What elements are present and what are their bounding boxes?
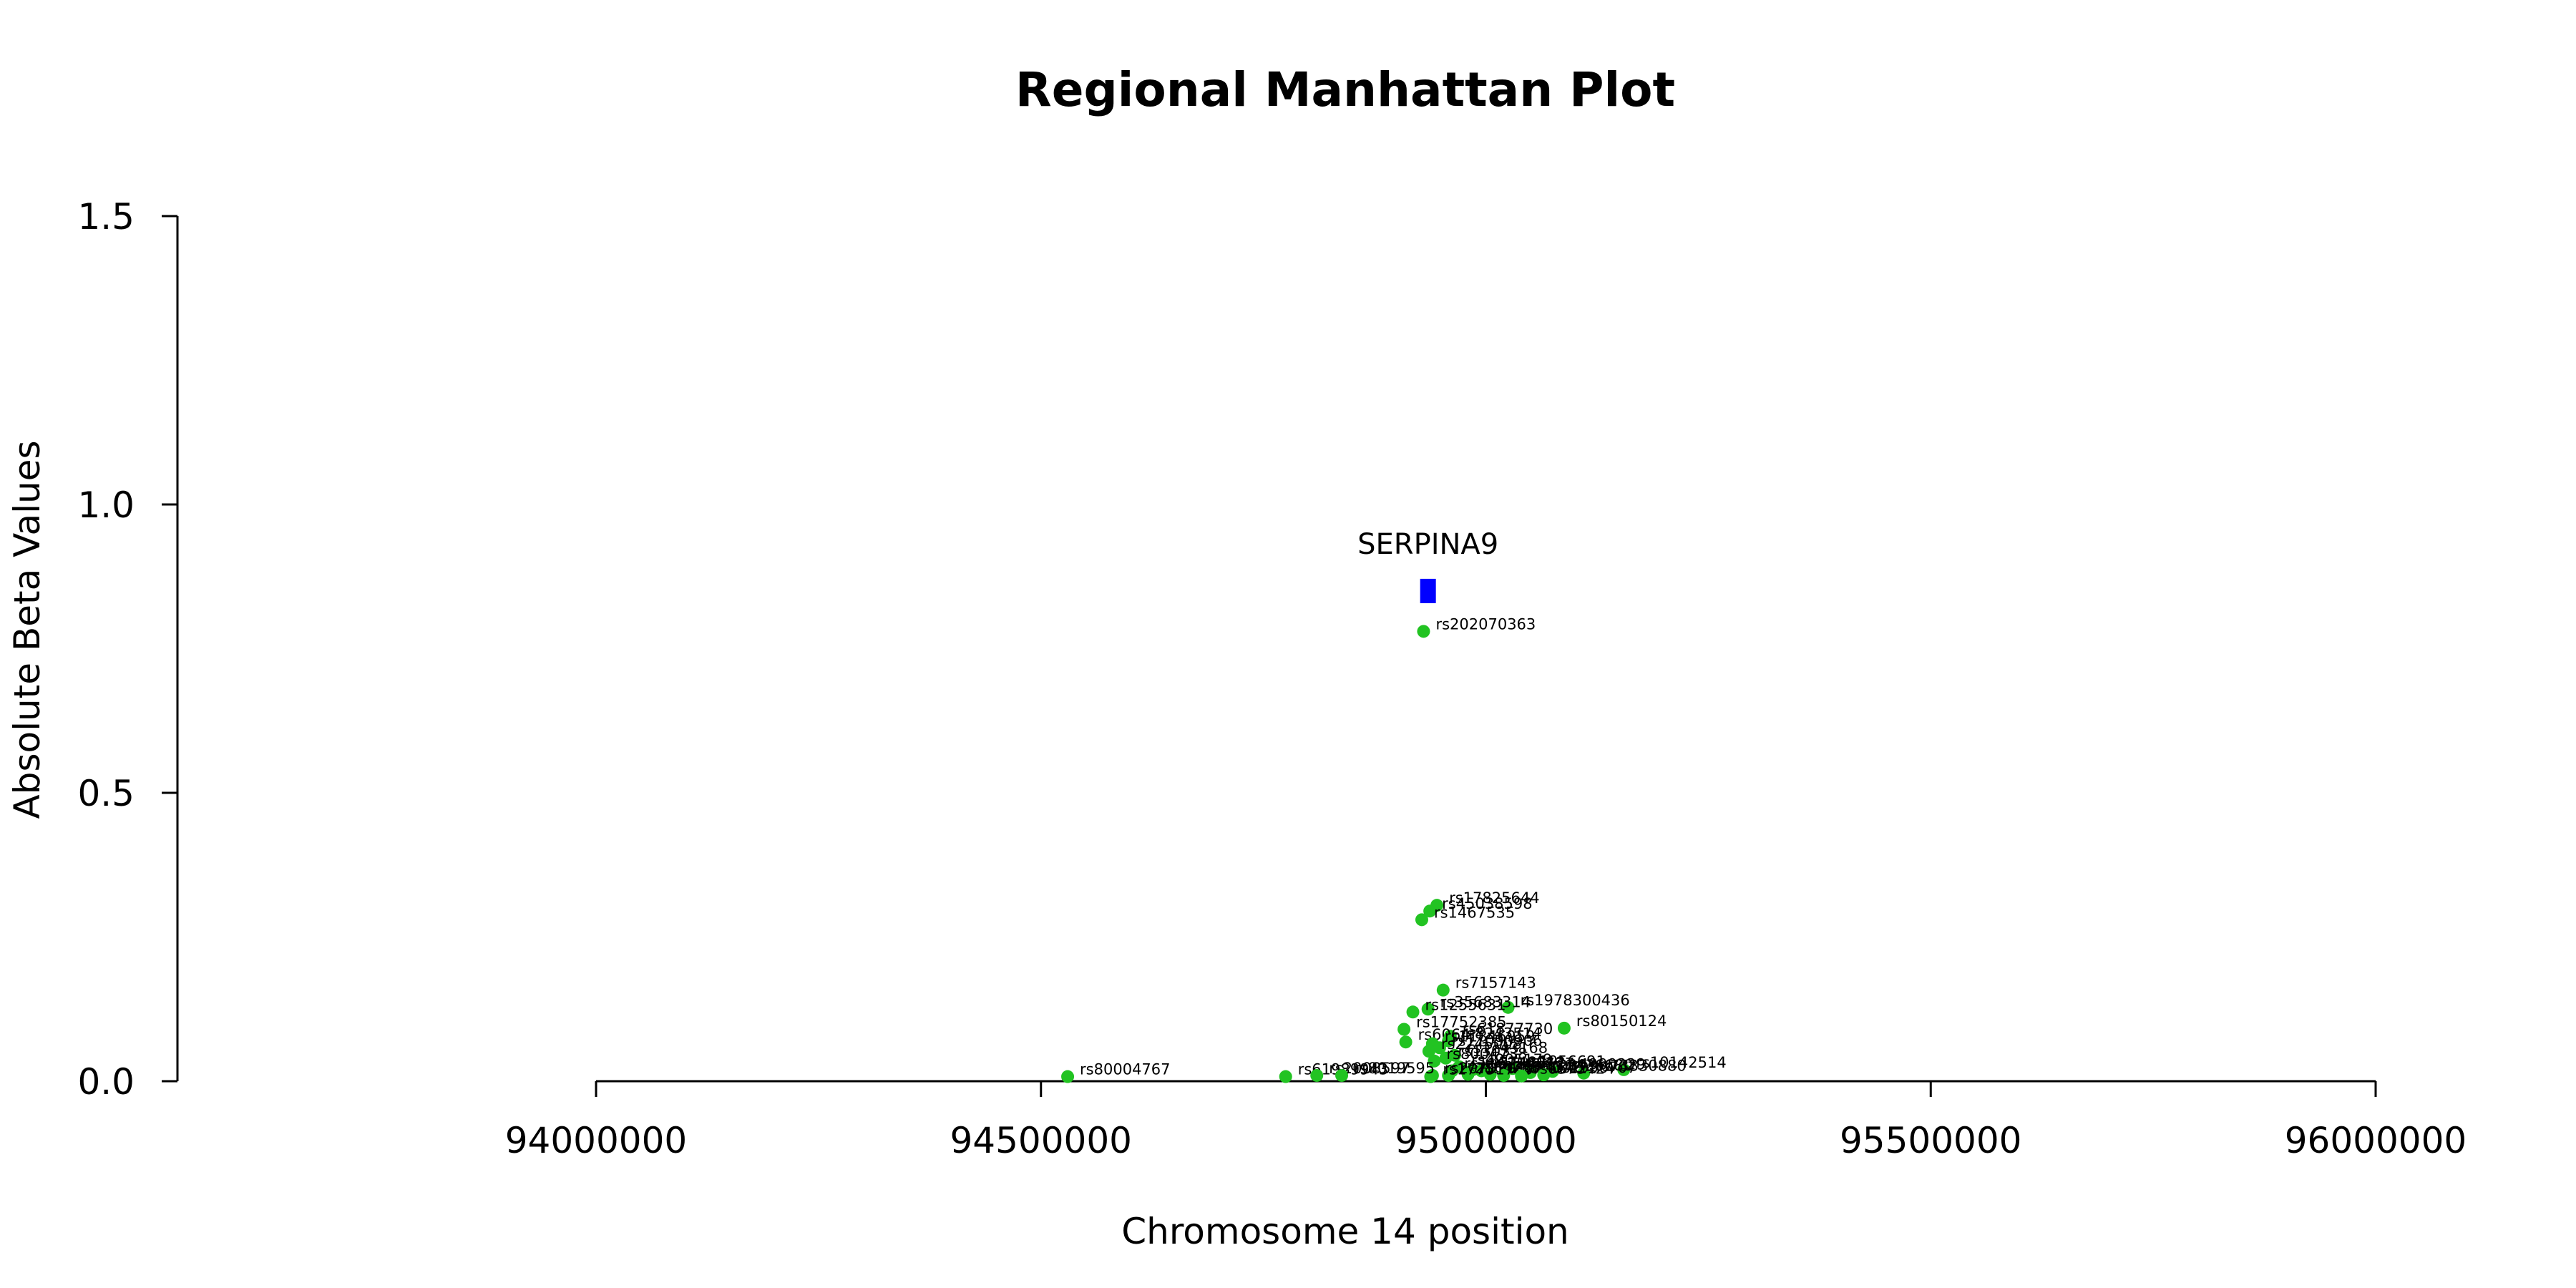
snp-point [1424, 1070, 1438, 1083]
snp-point [1461, 1068, 1475, 1081]
y-tick-label: 1.0 [77, 484, 135, 526]
gene-marker-group: SERPINA9 [1357, 528, 1498, 603]
x-tick-label: 96000000 [2285, 1120, 2467, 1161]
snp-label: rs11846959 [1445, 1028, 1535, 1045]
snp-point [1506, 1062, 1519, 1075]
snp-label: rs7157143 [1455, 975, 1536, 992]
snp-point [1397, 1023, 1411, 1036]
snp-label: rs80004767 [1080, 1061, 1170, 1078]
snp-label: rs1467535 [1434, 904, 1515, 921]
snp-point [1428, 1054, 1441, 1068]
snp-point [1436, 983, 1450, 997]
snp-point [1415, 913, 1428, 927]
snp-label: rs1956691 [1525, 1053, 1606, 1070]
snp-label: rs8243514 [1460, 1025, 1541, 1043]
snp-point [1483, 1068, 1497, 1081]
snp-point [1310, 1068, 1324, 1082]
snp-point [1422, 1045, 1435, 1058]
x-tick-label: 94500000 [950, 1120, 1133, 1161]
snp-point [1279, 1070, 1292, 1083]
chart-title: Regional Manhattan Plot [1015, 62, 1675, 117]
snp-point [1557, 1021, 1571, 1035]
snp-label: rs8019595 [1354, 1060, 1435, 1077]
y-axis: 0.0 0.5 1.0 1.5 [77, 196, 179, 1103]
x-tick-label: 95000000 [1395, 1120, 1577, 1161]
gene-label: SERPINA9 [1357, 528, 1498, 561]
snp-label: rs202070363 [1435, 615, 1536, 633]
snp-label: rs11628917 [1464, 1055, 1554, 1072]
snp-label: rs17752385 [1416, 1013, 1506, 1030]
snp-label: rs80150124 [1576, 1013, 1667, 1030]
snp-point [1399, 1035, 1413, 1049]
snp-point [1515, 1069, 1528, 1083]
snp-label: rs1243168 [1467, 1040, 1548, 1057]
data-points: rs202070363 rs17825644rs45038598rs1467535… [1061, 615, 1727, 1083]
snp-label: rs17090906 [1452, 1032, 1542, 1049]
snp-point [1439, 1051, 1453, 1065]
snp-label: rs12436680 [1543, 1057, 1633, 1074]
x-axis-label: Chromosome 14 position [1121, 1211, 1569, 1252]
snp-label: rs35683314 [1440, 993, 1531, 1010]
snp-label: rs8010121 [1516, 1060, 1596, 1077]
snp-label: rs1956707 [1556, 1059, 1636, 1076]
snp-point [1617, 1063, 1631, 1076]
snp-point [1497, 1068, 1511, 1082]
gene-marker [1420, 578, 1436, 603]
snp-point [1406, 1005, 1420, 1019]
snp-point [1421, 1002, 1435, 1016]
snp-point [1423, 904, 1437, 918]
snp-label: rs6575424 [1533, 1060, 1614, 1078]
y-tick-label: 1.5 [77, 196, 135, 238]
y-tick-label: 0.5 [77, 773, 135, 814]
snp-point [1417, 625, 1430, 638]
snp-point [1335, 1068, 1349, 1082]
snp-label: rs10142514 [1636, 1054, 1726, 1071]
x-tick-label: 94000000 [505, 1120, 688, 1161]
snp-label: rs1255631 [1425, 996, 1506, 1013]
snp-point [1501, 1000, 1515, 1014]
x-axis: 94000000 94500000 95000000 95500000 96000000 [505, 1080, 2467, 1161]
snp-label: rs8004738 [1446, 1045, 1527, 1063]
snp-label: rs17825644 [1449, 889, 1539, 907]
snp-label: rs1978300436 [1521, 992, 1630, 1009]
snp-point [1061, 1070, 1075, 1083]
snp-point [1433, 1041, 1446, 1055]
y-tick-label: 0.0 [77, 1061, 135, 1103]
snp-label: rs61877730 [1463, 1020, 1553, 1038]
x-tick-label: 95500000 [1840, 1120, 2022, 1161]
snp-point [1442, 1034, 1455, 1048]
snp-point [1442, 1068, 1455, 1082]
snp-label: rs45038598 [1442, 895, 1532, 912]
snp-label: rs73330880 [1596, 1058, 1686, 1075]
snp-label: rs1303 [1458, 1043, 1511, 1060]
snp-label: rs2070709 [1445, 1060, 1526, 1077]
snp-point [1537, 1068, 1551, 1082]
snp-point [1577, 1066, 1591, 1080]
y-axis-label: Absolute Beta Values [6, 441, 48, 819]
